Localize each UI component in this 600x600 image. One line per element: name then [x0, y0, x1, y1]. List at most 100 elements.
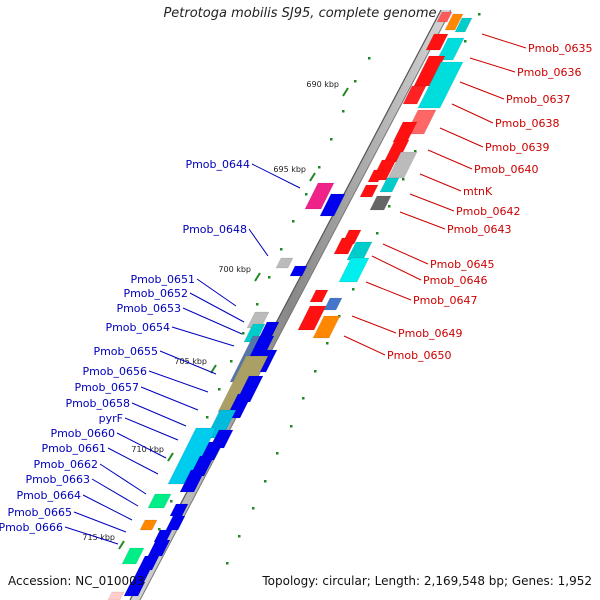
reverse-gene-feature — [179, 469, 206, 493]
genome-backbone-outline — [129, 9, 442, 600]
reverse-gene-label: Pmob_0665 — [7, 506, 72, 519]
reverse-gene-feature — [107, 591, 125, 600]
reverse-gene-feature — [147, 539, 171, 557]
gc-dot — [414, 150, 417, 153]
forward-gene-label: Pmob_0647 — [413, 294, 478, 307]
reverse-gene-leader — [248, 228, 269, 257]
reverse-gene-label: Pmob_0648 — [182, 223, 247, 236]
forward-gene-leader — [365, 281, 412, 301]
forward-gene-feature — [436, 37, 465, 61]
reverse-gene-label: Pmob_0666 — [0, 521, 63, 534]
reverse-gene-label: Pmob_0654 — [105, 321, 170, 334]
gc-dot — [314, 370, 317, 373]
reverse-gene-label: Pmob_0651 — [130, 273, 195, 286]
forward-gene-leader — [371, 255, 422, 281]
forward-gene-feature — [309, 289, 329, 303]
reverse-gene-feature — [147, 493, 172, 509]
gene-features — [107, 11, 473, 600]
reverse-gene-feature — [121, 547, 145, 565]
topology-text: Topology: circular; Length: 2,169,548 bp… — [262, 574, 592, 588]
forward-gene-label: Pmob_0649 — [398, 327, 463, 340]
reverse-gene-label: Pmob_0653 — [116, 302, 181, 315]
reverse-gene-label: Pmob_0662 — [33, 458, 98, 471]
tick-label: 695 kbp — [273, 165, 306, 174]
forward-gene-label: Pmob_0640 — [474, 163, 539, 176]
gc-dot — [402, 178, 405, 181]
gc-dot — [388, 205, 391, 208]
tick-mark — [210, 364, 217, 374]
tick-label: 700 kbp — [218, 265, 251, 274]
reverse-gene-leader — [82, 494, 133, 521]
forward-gene-feature — [338, 257, 370, 283]
reverse-gene-leader — [251, 163, 301, 189]
reverse-gene-label: Pmob_0664 — [16, 489, 81, 502]
forward-gene-feature — [369, 195, 392, 211]
gc-dot — [218, 388, 221, 391]
gc-dot — [330, 138, 333, 141]
reverse-gene-feature — [123, 581, 146, 597]
forward-gene-leader — [459, 81, 505, 100]
reverse-gene-feature — [165, 515, 186, 531]
forward-gene-feature — [367, 169, 385, 183]
forward-gene-feature — [436, 11, 453, 23]
gc-dot — [252, 507, 255, 510]
reverse-gene-label: Pmob_0656 — [82, 365, 147, 378]
forward-gene-leader — [419, 173, 462, 192]
reverse-gene-leader — [148, 370, 209, 393]
forward-gene-label: Pmob_0638 — [495, 117, 560, 130]
gc-dot — [256, 303, 259, 306]
reverse-gene-label: Pmob_0657 — [74, 381, 139, 394]
gc-dot — [292, 220, 295, 223]
forward-gene-leader — [409, 193, 455, 212]
gc-dot — [290, 425, 293, 428]
forward-gene-leader — [343, 335, 386, 356]
reverse-gene-feature — [319, 193, 346, 217]
forward-gene-feature — [454, 17, 473, 33]
reverse-gene-leader — [91, 478, 139, 507]
gc-dot — [354, 80, 357, 83]
gc-dot — [478, 13, 481, 16]
forward-gene-label: Pmob_0639 — [485, 141, 550, 154]
gc-dot — [318, 166, 321, 169]
reverse-gene-label: Pmob_0661 — [41, 442, 106, 455]
forward-gene-leader — [481, 33, 527, 49]
forward-gene-label: mtnK — [463, 185, 493, 198]
reverse-gene-leader — [107, 447, 159, 475]
reverse-gene-leader — [116, 432, 167, 459]
reverse-gene-label: Pmob_0652 — [123, 287, 188, 300]
forward-gene-leader — [399, 211, 446, 230]
forward-gene-leader — [451, 103, 494, 124]
gc-dot — [268, 276, 271, 279]
forward-gene-feature — [359, 184, 379, 198]
tick-mark — [309, 172, 316, 182]
reverse-gene-feature — [137, 555, 160, 571]
forward-gene-label: Pmob_0645 — [430, 258, 495, 271]
forward-gene-feature — [333, 237, 357, 255]
gc-dot — [342, 110, 345, 113]
gc-dot — [302, 397, 305, 400]
gc-dot — [305, 193, 308, 196]
gc-dot — [170, 500, 173, 503]
reverse-gene-label: Pmob_0655 — [93, 345, 158, 358]
map-title: Petrotoga mobilis SJ95, complete genome — [163, 6, 437, 21]
reverse-gene-label: Pmob_0644 — [185, 158, 250, 171]
forward-gene-feature — [297, 305, 327, 331]
gc-dot — [158, 528, 161, 531]
reverse-gene-leader — [73, 511, 127, 533]
tick-label: 710 kbp — [131, 445, 164, 454]
forward-gene-leader — [427, 149, 473, 170]
reverse-gene-label: Pmob_0660 — [50, 427, 115, 440]
gc-dot — [280, 248, 283, 251]
reverse-gene-leader — [182, 307, 243, 335]
gc-dot — [264, 480, 267, 483]
forward-gene-feature — [402, 85, 427, 105]
forward-gene-label: Pmob_0646 — [423, 274, 488, 287]
forward-gene-label: Pmob_0637 — [506, 93, 571, 106]
reverse-gene-leader — [140, 386, 199, 411]
forward-gene-label: Pmob_0643 — [447, 223, 512, 236]
tick-mark — [167, 452, 174, 462]
tick-mark — [254, 272, 261, 282]
forward-gene-feature — [323, 297, 343, 311]
